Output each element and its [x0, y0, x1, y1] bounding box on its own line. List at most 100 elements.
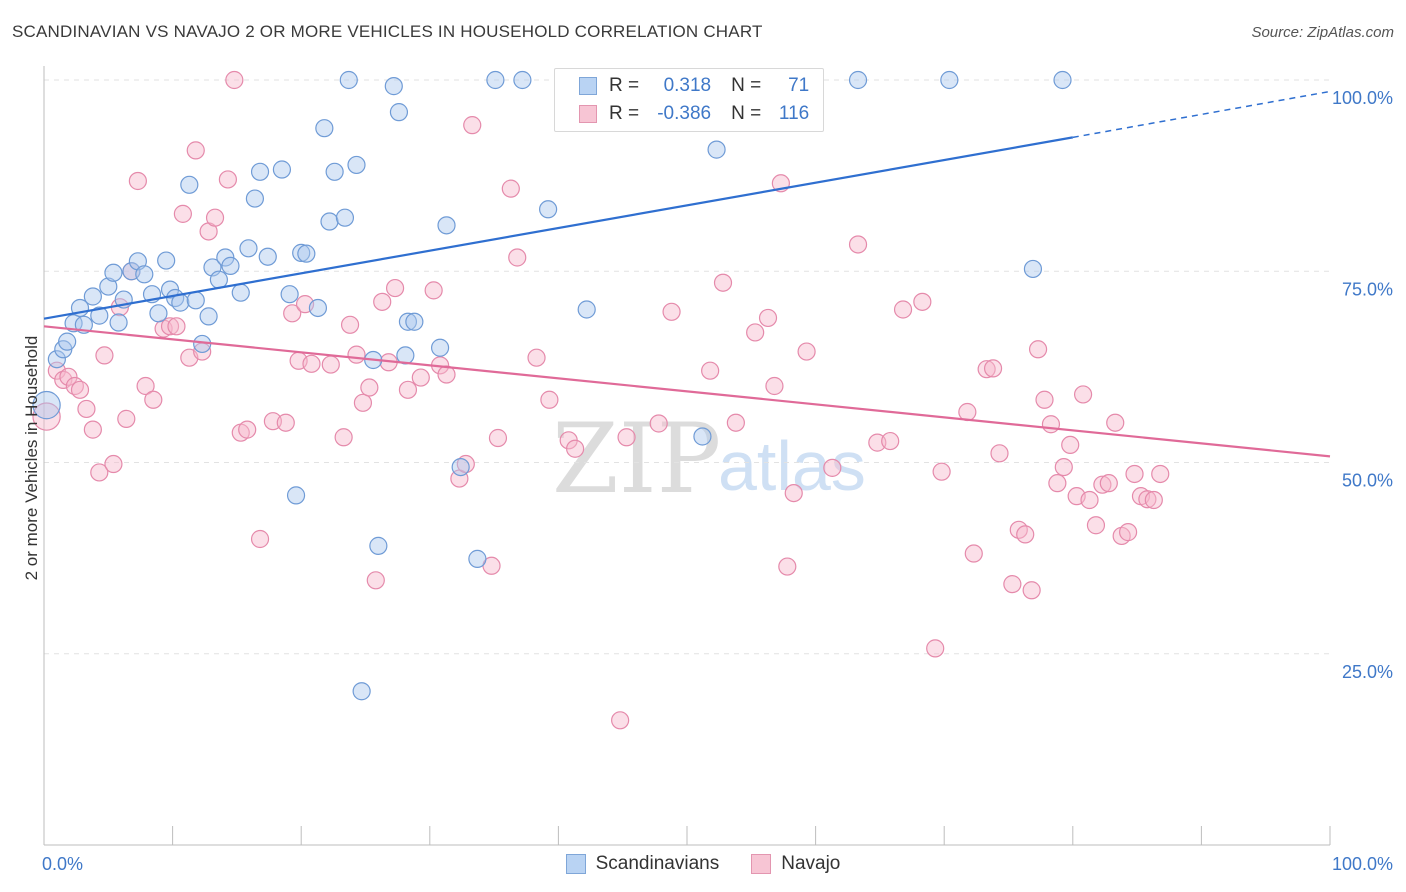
navajo-point: [167, 317, 186, 336]
y-tick-label: 100.0%: [1332, 88, 1393, 108]
navajo-point: [1080, 490, 1099, 510]
scandinavian-point: [339, 70, 358, 90]
navajo-point: [54, 370, 73, 389]
scandinavian-point: [104, 263, 123, 282]
source-label: Source: ZipAtlas.com: [1251, 24, 1394, 41]
navajo-point: [1099, 474, 1118, 493]
scandinavian-point: [430, 338, 450, 357]
x-tick-label: 0.0%: [42, 854, 83, 874]
scandinavian-point: [335, 208, 355, 227]
scandinavian-point: [1053, 70, 1072, 90]
navajo-point: [1086, 516, 1106, 535]
navajo-point: [1003, 575, 1022, 594]
navajo-point: [117, 409, 136, 428]
scandinavian-point: [437, 216, 456, 235]
navajo-point: [136, 376, 155, 396]
n-label: N =: [731, 75, 762, 96]
navajo-point: [95, 346, 114, 365]
scandinavian-point: [1023, 259, 1043, 279]
scandinavian-point: [405, 312, 424, 331]
navajo-point: [611, 711, 630, 730]
navajo-point: [1073, 385, 1093, 404]
navajo-point: [411, 368, 430, 387]
scandinavian-point: [352, 682, 371, 701]
navajo-point: [340, 315, 360, 334]
chart-title: SCANDINAVIAN VS NAVAJO 2 OR MORE VEHICLE…: [12, 22, 763, 41]
navajo-point: [566, 439, 585, 458]
navajo-point: [186, 141, 205, 160]
navajo-point: [1118, 523, 1138, 542]
navajo-point: [617, 428, 636, 447]
scandinavian-point: [231, 283, 250, 302]
navajo-point: [70, 380, 90, 399]
legend-item-navajo[interactable]: Navajo: [751, 853, 840, 875]
y-tick-label: 50.0%: [1342, 471, 1393, 491]
pink-swatch-icon: [579, 105, 597, 123]
navajo-point: [302, 354, 321, 373]
scandinavian-point: [320, 212, 339, 231]
scandinavian-point: [389, 103, 409, 122]
navajo-point: [778, 557, 797, 576]
navajo-point: [881, 431, 900, 451]
navajo-point: [128, 171, 147, 191]
navajo-point: [926, 639, 945, 658]
scandinavian-point: [398, 312, 418, 331]
n-value: 116: [778, 103, 810, 124]
legend-label: Navajo: [781, 853, 841, 874]
navajo-point: [1138, 490, 1157, 509]
scandinavian-point: [58, 332, 77, 351]
navajo-point: [1048, 474, 1067, 493]
scandinavian-point: [369, 536, 388, 555]
navajo-point: [823, 458, 842, 477]
scandinavian-point: [693, 427, 712, 446]
scandinavian-point: [468, 549, 487, 568]
scandinavian-point: [186, 291, 205, 310]
scandinavian-point: [707, 140, 726, 159]
scandinavian-point: [280, 285, 299, 304]
stats-legend: R = 0.318 N = 71 R = -0.386 N = 116: [554, 68, 824, 132]
scandinavian-point: [308, 298, 328, 318]
y-axis-title: 2 or more Vehicles in Household: [22, 335, 41, 581]
navajo-point: [501, 179, 520, 198]
navajo-point: [385, 278, 405, 298]
navajo-point: [424, 281, 443, 300]
navajo-point: [713, 273, 733, 292]
navajo-point: [321, 355, 340, 374]
scandinavian-point: [109, 313, 128, 332]
scandinavian-point: [180, 175, 199, 194]
navajo-point: [283, 304, 302, 323]
navajo-point: [913, 292, 932, 311]
legend-item-scandinavians[interactable]: Scandinavians: [565, 853, 719, 875]
navajo-point: [205, 208, 225, 227]
navajo-point: [1061, 435, 1080, 455]
navajo-point: [848, 235, 868, 254]
navajo-point: [366, 571, 385, 590]
scandinavian-point: [940, 70, 959, 90]
r-value: -0.386: [657, 103, 712, 124]
navajo-point: [1009, 520, 1028, 539]
navajo-point: [360, 378, 379, 397]
scandinavian-point: [513, 70, 532, 90]
navajo-point: [746, 323, 765, 342]
navajo-point: [398, 380, 418, 399]
navajo-point: [1125, 464, 1144, 484]
navajo-point: [250, 529, 270, 549]
legend-row-navajo: R = -0.386 N = 116: [579, 103, 809, 125]
navajo-point: [83, 420, 102, 439]
navajo-point: [983, 359, 1003, 378]
navajo-point: [59, 367, 78, 386]
scandinavian-point: [47, 350, 66, 369]
navajo-point: [90, 463, 109, 482]
navajo-point: [893, 300, 913, 319]
r-label: R =: [609, 103, 640, 124]
watermark-atlas: atlas: [718, 427, 866, 505]
scandinavian-point: [384, 77, 403, 96]
scandinavian-point: [577, 300, 596, 319]
navajo-point: [1093, 475, 1112, 494]
navajo-point: [77, 399, 96, 419]
navajo-point: [726, 413, 745, 432]
navajo-point: [1041, 415, 1061, 434]
navajo-point: [662, 302, 681, 321]
scandinavian-point: [209, 270, 228, 289]
